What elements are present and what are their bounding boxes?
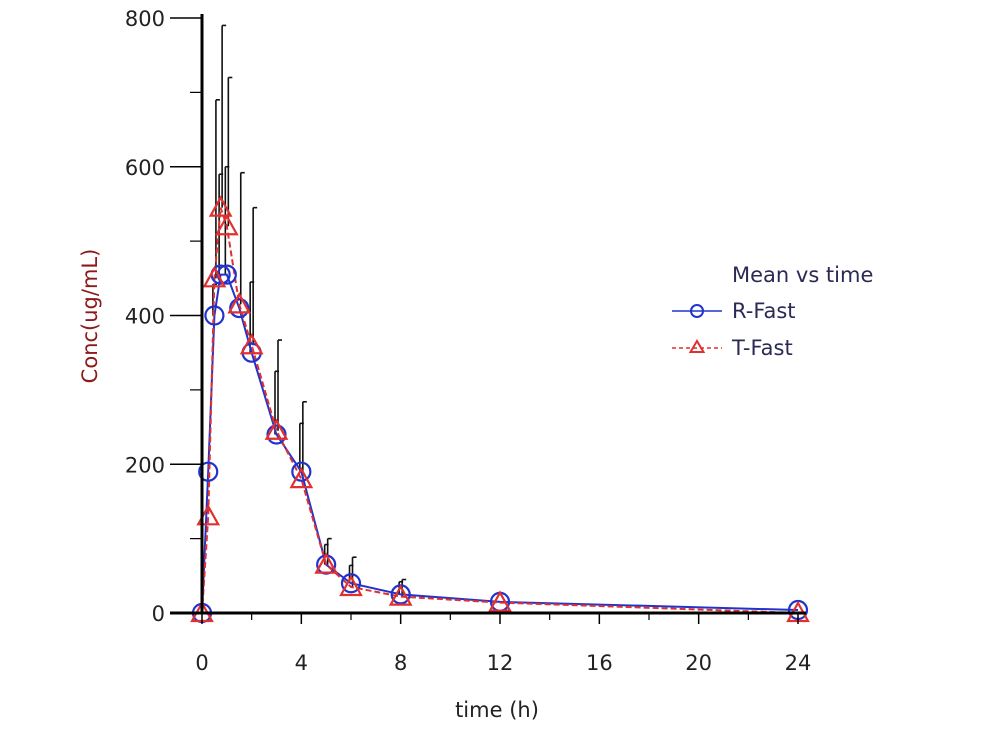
data-point-t-fast: [202, 266, 227, 288]
y-tick-label: 800: [125, 7, 165, 31]
data-point-r-fast: [291, 461, 312, 482]
data-point-r-fast: [266, 424, 287, 445]
x-axis-title: time (h): [455, 698, 539, 722]
x-tick-label: 12: [487, 651, 514, 675]
legend-label-t-fast: T-Fast: [731, 336, 793, 360]
data-point-t-fast: [488, 590, 512, 612]
series-lines: [201, 207, 799, 614]
data-point-r-fast: [229, 297, 250, 319]
y-minor-ticks: [190, 91, 202, 540]
data-point-t-fast: [289, 466, 314, 489]
x-tick-label: 4: [295, 651, 308, 675]
data-point-t-fast: [208, 195, 233, 217]
legend-item-t-fast: T-Fast: [672, 336, 793, 360]
data-point-t-fast: [214, 213, 239, 236]
y-tick-label: 400: [125, 305, 165, 329]
axes: [170, 14, 806, 615]
x-tick-label: 16: [586, 651, 613, 675]
y-ticks: 0 200 400 600 800: [125, 7, 202, 626]
y-axis-title: Conc(ug/mL): [78, 249, 102, 384]
y-tick-label: 0: [152, 602, 165, 626]
data-point-t-fast: [264, 418, 289, 440]
series-line-t-fast: [201, 207, 799, 614]
x-ticks: 0 4 8 12 16 20 24: [195, 613, 811, 675]
legend-label-r-fast: R-Fast: [732, 299, 796, 323]
legend-item-r-fast: R-Fast: [672, 299, 796, 323]
y-tick-label: 200: [125, 453, 165, 477]
x-tick-label: 20: [685, 651, 712, 675]
y-tick-label: 600: [125, 156, 165, 180]
data-point-r-fast: [340, 573, 362, 594]
legend-marker-r-fast: [690, 304, 704, 318]
data-point-t-fast: [339, 574, 363, 597]
data-point-r-fast: [204, 305, 225, 326]
x-tick-label: 24: [785, 651, 812, 675]
legend-marker-t-fast: [688, 339, 706, 353]
data-point-t-fast: [388, 584, 413, 606]
data-point-t-fast: [227, 292, 252, 314]
data-markers: [190, 195, 810, 624]
data-point-r-fast: [198, 461, 219, 482]
data-point-t-fast: [314, 552, 339, 574]
x-tick-label: 0: [195, 651, 208, 675]
legend: Mean vs time R-Fast T-Fast: [672, 263, 873, 360]
legend-title: Mean vs time: [732, 263, 873, 287]
data-point-t-fast: [239, 332, 264, 355]
x-tick-label: 8: [394, 651, 407, 675]
series-line-r-fast: [201, 273, 799, 614]
